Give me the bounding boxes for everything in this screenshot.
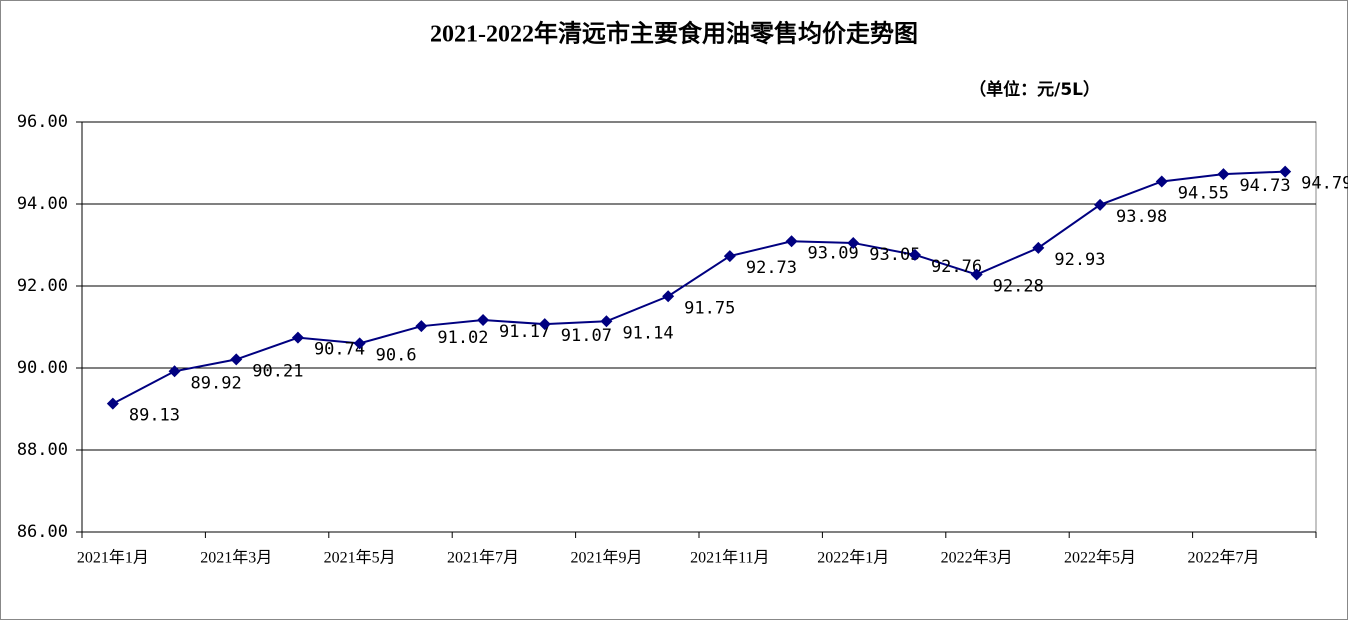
x-tick-label: 2022年7月 — [1187, 549, 1259, 567]
marker — [1032, 241, 1045, 254]
x-tick-label: 2022年3月 — [941, 549, 1013, 567]
data-label: 93.05 — [869, 245, 920, 265]
marker — [291, 331, 304, 344]
marker — [1155, 175, 1168, 188]
y-tick-label: 90.00 — [17, 358, 68, 378]
data-label: 94.79 — [1301, 174, 1348, 194]
marker — [908, 248, 921, 261]
x-tick-label: 2022年5月 — [1064, 549, 1136, 567]
data-label: 94.73 — [1239, 176, 1290, 196]
x-tick-label: 2022年1月 — [817, 549, 889, 567]
marker — [847, 236, 860, 249]
marker — [1094, 198, 1107, 211]
marker — [538, 318, 551, 331]
y-tick-label: 88.00 — [17, 440, 68, 460]
data-label: 90.6 — [376, 345, 417, 365]
x-tick-label: 2021年7月 — [447, 549, 519, 567]
x-tick-label: 2021年9月 — [570, 549, 642, 567]
data-label: 91.02 — [437, 328, 488, 348]
data-label: 91.75 — [684, 298, 735, 318]
data-label: 91.14 — [622, 323, 673, 343]
x-tick-label: 2021年1月 — [77, 549, 149, 567]
x-tick-label: 2021年5月 — [324, 549, 396, 567]
y-tick-label: 86.00 — [17, 522, 68, 542]
marker — [785, 235, 798, 248]
marker — [168, 365, 181, 378]
line — [112, 170, 1286, 405]
marker — [1279, 165, 1292, 178]
marker — [353, 337, 366, 350]
data-label: 89.13 — [129, 406, 180, 426]
data-label: 89.92 — [191, 373, 242, 393]
data-label: 93.09 — [808, 243, 859, 263]
y-tick-label: 92.00 — [17, 276, 68, 296]
data-label: 92.93 — [1054, 250, 1105, 270]
chart-title: 2021-2022年清远市主要食用油零售均价走势图 — [430, 20, 918, 48]
data-label: 92.73 — [746, 258, 797, 278]
data-label: 93.98 — [1116, 207, 1167, 227]
x-tick-label: 2021年11月 — [690, 549, 769, 567]
data-label: 91.07 — [561, 326, 612, 346]
marker — [1217, 168, 1230, 181]
unit-label: （单位：元/5L） — [969, 79, 1100, 100]
data-label: 90.74 — [314, 340, 365, 360]
y-tick-label: 94.00 — [17, 194, 68, 214]
marker — [723, 250, 736, 263]
y-tick-label: 96.00 — [17, 112, 68, 132]
marker — [477, 314, 490, 327]
data-label: 92.28 — [993, 277, 1044, 297]
data-label: 94.55 — [1178, 183, 1229, 203]
marker — [600, 315, 613, 328]
marker — [970, 268, 983, 281]
marker — [415, 320, 428, 333]
data-label: 90.21 — [252, 361, 303, 381]
data-label: 92.76 — [931, 257, 982, 277]
marker — [662, 290, 675, 303]
plot-area — [81, 121, 1317, 533]
x-tick-label: 2021年3月 — [200, 549, 272, 567]
marker — [106, 397, 119, 410]
marker — [230, 353, 243, 366]
data-label: 91.17 — [499, 322, 550, 342]
